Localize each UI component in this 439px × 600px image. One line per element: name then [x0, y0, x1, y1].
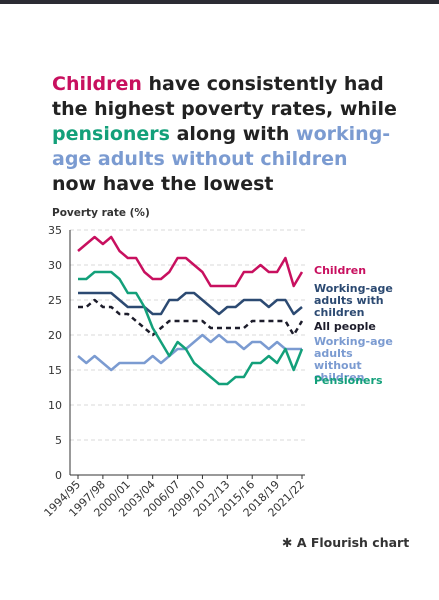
footer-text: A Flourish chart	[296, 535, 410, 550]
series-line	[77, 235, 304, 288]
title-part: now have the lowest	[52, 173, 274, 195]
title-part: working-age adults without children	[52, 123, 391, 170]
y-tick-label: 20	[48, 329, 62, 342]
y-tick-label: 0	[55, 469, 62, 482]
legend-label: Children	[314, 264, 367, 277]
y-tick-label: 5	[55, 434, 62, 447]
y-axis-label: Poverty rate (%)	[52, 207, 150, 219]
y-tick-label: 30	[48, 259, 62, 272]
series-line	[77, 333, 302, 372]
y-tick-label: 25	[48, 294, 62, 307]
y-tick-label: 15	[48, 364, 62, 377]
y-tick-label: 35	[48, 224, 62, 237]
legend-label: Working-age adults without children	[314, 335, 393, 384]
series-line	[78, 270, 304, 386]
series-line	[78, 291, 303, 316]
legend-label: Working-age adults with children	[314, 282, 393, 319]
legend-label: All people	[314, 320, 376, 333]
title-part: along with	[176, 123, 290, 145]
title-part: Children	[52, 73, 142, 95]
footer: ✱ A Flourish chart	[282, 535, 410, 550]
top-bar	[0, 0, 439, 4]
chart-title: Children have consistently had the highe…	[52, 72, 397, 197]
legend-label: Pensioners	[314, 374, 383, 387]
title-part: pensioners	[52, 123, 170, 145]
title-part: have consistently had the highest povert…	[52, 73, 397, 120]
y-tick-label: 10	[48, 399, 62, 412]
